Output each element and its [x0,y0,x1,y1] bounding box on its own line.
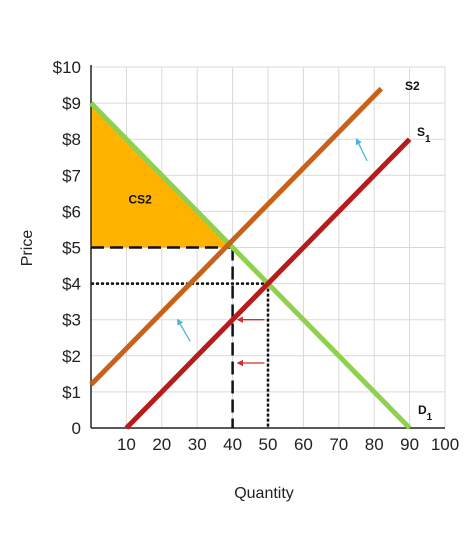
y-tick-label: $7 [62,166,81,185]
y-tick-label: $9 [62,94,81,113]
x-tick-label: 50 [259,435,278,454]
shift-arrow-0 [355,138,368,162]
curve-label-d1-subscript: 1 [427,412,433,423]
cs2-area [91,103,233,248]
y-axis-title: Price [19,230,36,267]
x-tick-label: 80 [365,435,384,454]
curve-s1-line [124,137,412,430]
curve-label-s1: S1 [417,125,431,145]
x-tick-label: 100 [431,435,459,454]
y-tick-label: $4 [62,275,81,294]
curve-d1-line [89,101,412,430]
y-tick-label: $5 [62,239,81,258]
x-tick-label: 20 [152,435,171,454]
cs2-area-label: CS2 [129,192,153,206]
y-tick-label: $1 [62,383,81,402]
y-tick-label: $8 [62,130,81,149]
y-tick-label: 0 [72,419,81,438]
y-tick-label: $10 [53,58,81,77]
curve-label-d1: D1 [418,403,433,423]
curve-label-s1-subscript: 1 [425,134,431,145]
x-tick-label: 60 [294,435,313,454]
shift-arrow-1 [177,318,191,342]
x-tick-label: 90 [400,435,419,454]
x-tick-label: 70 [329,435,348,454]
y-tick-label: $6 [62,202,81,221]
curve-s2-line [89,86,384,387]
y-tick-label: $3 [62,311,81,330]
x-tick-label: 10 [117,435,136,454]
x-axis-title: Quantity [234,485,294,502]
y-tick-label: $2 [62,347,81,366]
curve-label-s2: S2 [405,79,420,93]
x-tick-label: 30 [188,435,207,454]
x-tick-label: 40 [223,435,242,454]
